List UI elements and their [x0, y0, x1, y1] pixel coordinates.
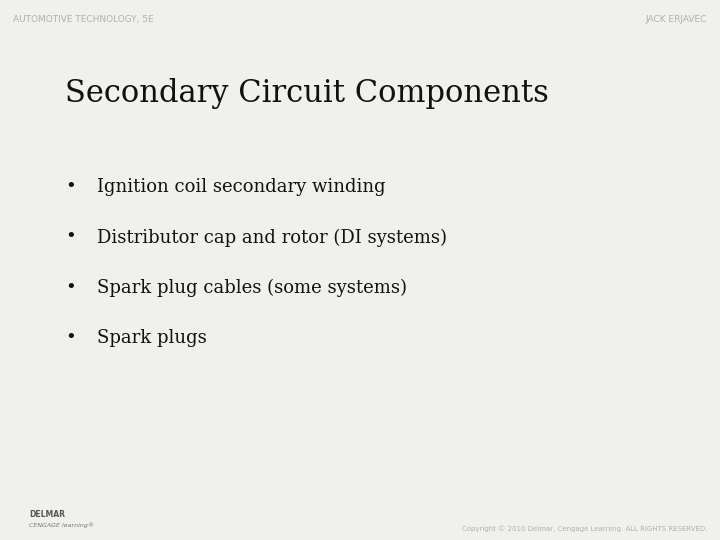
Text: Spark plugs: Spark plugs: [97, 329, 207, 347]
Text: •: •: [65, 178, 76, 196]
Text: JACK ERJAVEC: JACK ERJAVEC: [646, 15, 707, 24]
Text: •: •: [65, 279, 76, 296]
Text: CENGAGE learning®: CENGAGE learning®: [29, 523, 94, 528]
Text: •: •: [65, 329, 76, 347]
Text: Copyright © 2010 Delmar, Cengage Learning. ALL RIGHTS RESERVED.: Copyright © 2010 Delmar, Cengage Learnin…: [462, 525, 707, 532]
Text: Spark plug cables (some systems): Spark plug cables (some systems): [97, 279, 408, 297]
Text: DELMAR: DELMAR: [29, 510, 65, 519]
Text: Secondary Circuit Components: Secondary Circuit Components: [65, 78, 549, 109]
Text: Distributor cap and rotor (DI systems): Distributor cap and rotor (DI systems): [97, 228, 447, 247]
Text: Ignition coil secondary winding: Ignition coil secondary winding: [97, 178, 386, 196]
Text: AUTOMOTIVE TECHNOLOGY, 5E: AUTOMOTIVE TECHNOLOGY, 5E: [13, 15, 153, 24]
Text: •: •: [65, 228, 76, 246]
